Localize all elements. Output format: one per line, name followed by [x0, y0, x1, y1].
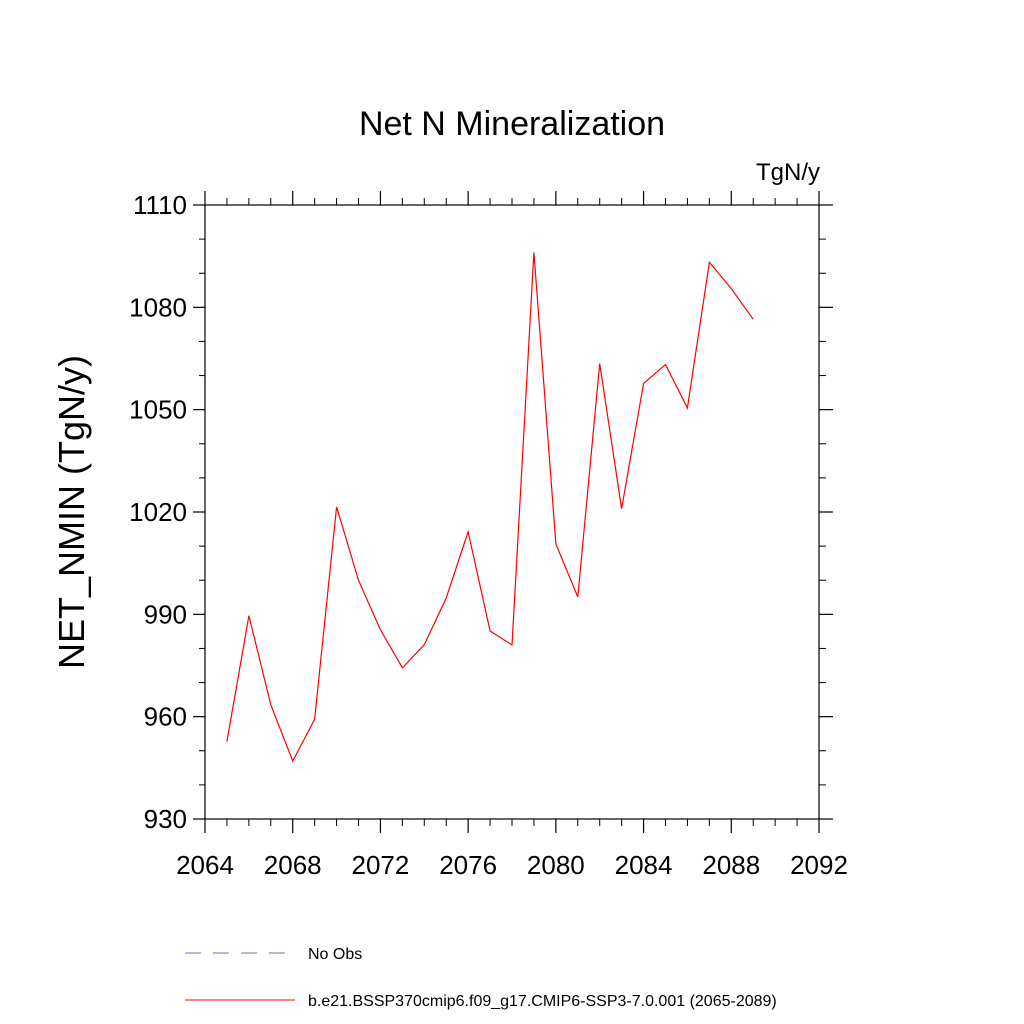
y-tick-label: 930: [144, 804, 187, 834]
x-tick-label: 2072: [352, 850, 410, 880]
y-tick-label: 1080: [129, 292, 187, 322]
y-tick-label: 960: [144, 702, 187, 732]
x-tick-label: 2076: [439, 850, 497, 880]
x-tick-label: 2092: [790, 850, 848, 880]
units-label: TgN/y: [756, 159, 820, 186]
y-axis-label: NET_NMIN (TgN/y): [51, 355, 92, 669]
series-line: [226, 252, 754, 763]
x-tick-label: 2080: [527, 850, 585, 880]
chart-title: Net N Mineralization: [359, 105, 665, 143]
legend-label: No Obs: [308, 946, 362, 963]
plot-frame: [204, 204, 820, 820]
legend-label: b.e21.BSSP370cmip6.f09_g17.CMIP6-SSP3-7.…: [308, 993, 777, 1010]
y-tick-label: 1050: [129, 395, 187, 425]
y-tick-label: 990: [144, 599, 187, 629]
y-tick-label: 1110: [133, 190, 187, 220]
y-tick-label: 1020: [129, 497, 187, 527]
series-layer: [226, 252, 754, 763]
axis-ticks: 930 960 990 1020 1050 1080 1110 2064 2068 2072 207…: [129, 190, 848, 880]
x-tick-label: 2068: [264, 850, 322, 880]
legend: No Obs b.e21.BSSP370cmip6.f09_g17.CMIP6-S…: [185, 946, 777, 1010]
x-tick-label: 2088: [702, 850, 760, 880]
x-tick-label: 2084: [615, 850, 673, 880]
x-tick-label: 2064: [176, 850, 234, 880]
